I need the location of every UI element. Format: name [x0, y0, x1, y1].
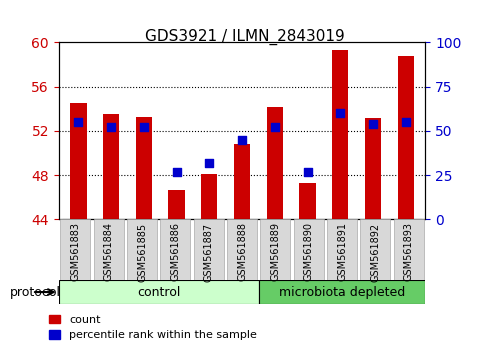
- FancyBboxPatch shape: [60, 219, 90, 280]
- Text: GSM561885: GSM561885: [137, 222, 147, 282]
- FancyBboxPatch shape: [258, 280, 425, 304]
- Point: [107, 125, 115, 130]
- FancyBboxPatch shape: [360, 219, 389, 280]
- Bar: [299, 183, 315, 219]
- Bar: [168, 190, 184, 219]
- FancyBboxPatch shape: [193, 219, 223, 280]
- FancyBboxPatch shape: [293, 219, 323, 280]
- Bar: [70, 103, 86, 219]
- FancyBboxPatch shape: [127, 219, 157, 280]
- FancyBboxPatch shape: [94, 219, 123, 280]
- Bar: [233, 144, 250, 219]
- Point: [401, 119, 409, 125]
- Bar: [201, 174, 217, 219]
- Text: GSM561887: GSM561887: [203, 222, 213, 282]
- Bar: [135, 116, 152, 219]
- FancyBboxPatch shape: [226, 219, 257, 280]
- Bar: [102, 114, 119, 219]
- Text: GSM561886: GSM561886: [170, 222, 180, 281]
- FancyBboxPatch shape: [59, 280, 258, 304]
- Bar: [331, 50, 348, 219]
- Text: GSM561888: GSM561888: [237, 222, 246, 281]
- Text: microbiota depleted: microbiota depleted: [278, 286, 405, 298]
- Text: GSM561889: GSM561889: [270, 222, 280, 281]
- Bar: [266, 107, 283, 219]
- FancyBboxPatch shape: [260, 219, 290, 280]
- Text: GSM561891: GSM561891: [336, 222, 346, 281]
- Point: [205, 160, 213, 166]
- FancyBboxPatch shape: [160, 219, 190, 280]
- Bar: [364, 118, 381, 219]
- Text: GSM561890: GSM561890: [303, 222, 313, 281]
- Point: [270, 125, 278, 130]
- FancyBboxPatch shape: [393, 219, 423, 280]
- Text: GDS3921 / ILMN_2843019: GDS3921 / ILMN_2843019: [144, 28, 344, 45]
- Text: GSM561884: GSM561884: [103, 222, 113, 281]
- Bar: [397, 56, 413, 219]
- Point: [74, 119, 82, 125]
- Legend: count, percentile rank within the sample: count, percentile rank within the sample: [44, 310, 261, 345]
- Text: GSM561883: GSM561883: [70, 222, 80, 281]
- Text: GSM561892: GSM561892: [370, 222, 380, 282]
- Point: [368, 121, 376, 127]
- Text: protocol: protocol: [10, 286, 61, 298]
- Point: [140, 125, 147, 130]
- Point: [336, 110, 344, 116]
- Point: [172, 169, 180, 175]
- Point: [303, 169, 311, 175]
- Text: control: control: [137, 286, 180, 298]
- Point: [238, 137, 245, 143]
- FancyBboxPatch shape: [326, 219, 356, 280]
- Text: GSM561893: GSM561893: [403, 222, 413, 281]
